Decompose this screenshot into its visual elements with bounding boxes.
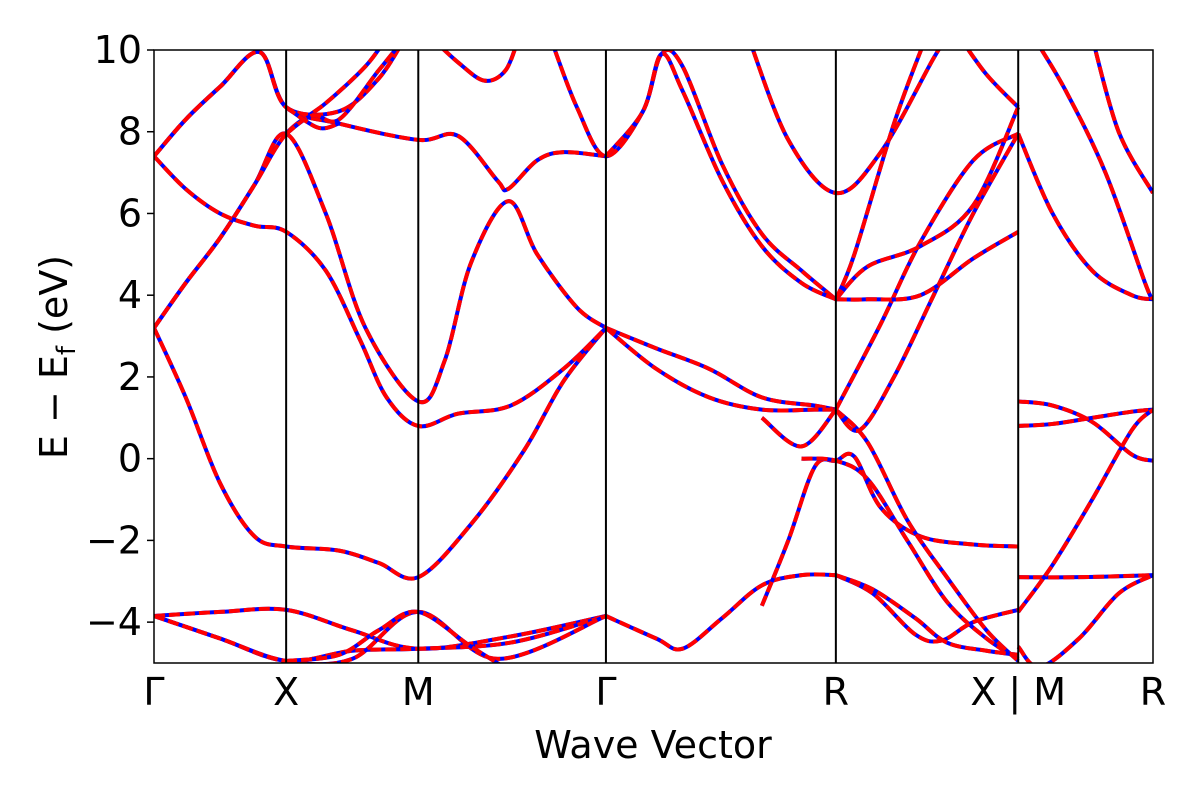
band-line-red-22 bbox=[834, 132, 1020, 433]
band-line-red-2 bbox=[154, 609, 607, 663]
band-line-red-32 bbox=[1018, 407, 1153, 428]
y-tick-label-5: 6 bbox=[118, 191, 142, 235]
y-tick-label-0: −4 bbox=[86, 600, 142, 644]
y-axis-label-main: E − E bbox=[32, 355, 76, 459]
band-line-red-9 bbox=[154, 50, 401, 158]
band-line-blue-38 bbox=[1093, 50, 1153, 195]
x-axis-label: Wave Vector bbox=[534, 723, 772, 767]
x-tick-label-2: M bbox=[402, 670, 435, 714]
band-line-red-12 bbox=[441, 50, 517, 83]
band-line-red-4 bbox=[154, 326, 608, 581]
y-tick-label-3: 2 bbox=[118, 355, 142, 399]
y-axis-label-unit: (eV) bbox=[32, 255, 76, 346]
band-line-red-27 bbox=[834, 106, 1021, 301]
band-line-red-18 bbox=[760, 408, 838, 449]
band-line-red-33 bbox=[1018, 573, 1153, 580]
y-tick-label-1: −2 bbox=[86, 518, 142, 562]
band-line-red-3 bbox=[285, 609, 502, 663]
band-line-red-29 bbox=[834, 50, 924, 301]
x-tick-label-4: R bbox=[823, 670, 849, 714]
x-tick-label-5: X | M bbox=[970, 670, 1066, 715]
band-line-red-36 bbox=[1016, 132, 1153, 302]
band-line-red-35 bbox=[1016, 573, 1153, 663]
plot-frame bbox=[153, 49, 1154, 664]
y-tick-label-6: 8 bbox=[118, 110, 142, 154]
band-line-red-17 bbox=[605, 572, 836, 652]
y-tick-label-4: 4 bbox=[118, 273, 142, 317]
band-line-red-28 bbox=[750, 50, 941, 196]
band-line-red-31 bbox=[1017, 399, 1153, 463]
band-line-red-6 bbox=[154, 50, 381, 330]
band-line-red-15 bbox=[605, 326, 837, 412]
band-line-red-34 bbox=[1016, 408, 1153, 614]
x-tick-label-0: Γ bbox=[143, 670, 164, 714]
band-line-blue-4 bbox=[154, 326, 608, 581]
x-tick-label-6: R bbox=[1140, 670, 1166, 714]
y-ticks: −4 −2 0 2 4 6 8 10 bbox=[86, 28, 154, 644]
y-tick-label-7: 10 bbox=[94, 28, 142, 72]
band-line-red-23 bbox=[834, 131, 1020, 411]
band-line-red-19 bbox=[760, 451, 1019, 607]
band-line-red-37 bbox=[1039, 50, 1153, 301]
band-line-blue-17 bbox=[605, 572, 836, 652]
band-line-blue-12 bbox=[441, 50, 517, 83]
x-tick-label-1: X bbox=[273, 670, 299, 714]
x-tick-label-3: Γ bbox=[595, 670, 616, 714]
band-line-red-14 bbox=[604, 51, 837, 302]
y-axis-label: E − Ef (eV) bbox=[32, 255, 82, 459]
kpoint-separators bbox=[285, 50, 1020, 663]
band-line-red-21 bbox=[834, 408, 1020, 663]
band-line-red-16 bbox=[604, 326, 836, 413]
band-line-blue-19 bbox=[760, 451, 1019, 607]
band-line-red-8 bbox=[154, 50, 607, 193]
band-line-red-0 bbox=[154, 606, 607, 651]
y-tick-label-2: 0 bbox=[118, 437, 142, 481]
band-lines bbox=[154, 50, 1153, 663]
band-line-blue-8 bbox=[154, 50, 607, 193]
band-line-blue-21 bbox=[834, 408, 1020, 663]
band-line-blue-13 bbox=[552, 50, 838, 301]
band-line-red-38 bbox=[1093, 50, 1153, 195]
band-line-red-11 bbox=[285, 105, 340, 131]
band-line-red-24 bbox=[834, 573, 1019, 644]
band-line-red-5 bbox=[154, 131, 608, 405]
band-line-red-26 bbox=[835, 230, 1020, 302]
band-line-red-13 bbox=[552, 50, 838, 301]
y-axis-label-sub: f bbox=[52, 345, 82, 355]
band-line-red-7 bbox=[154, 154, 608, 429]
band-line-red-30 bbox=[966, 50, 1020, 109]
band-line-blue-35 bbox=[1016, 573, 1153, 663]
band-line-blue-5 bbox=[154, 131, 608, 405]
band-line-red-25 bbox=[835, 573, 1019, 657]
x-ticks: Γ X M Γ R X | M R bbox=[143, 670, 1166, 715]
